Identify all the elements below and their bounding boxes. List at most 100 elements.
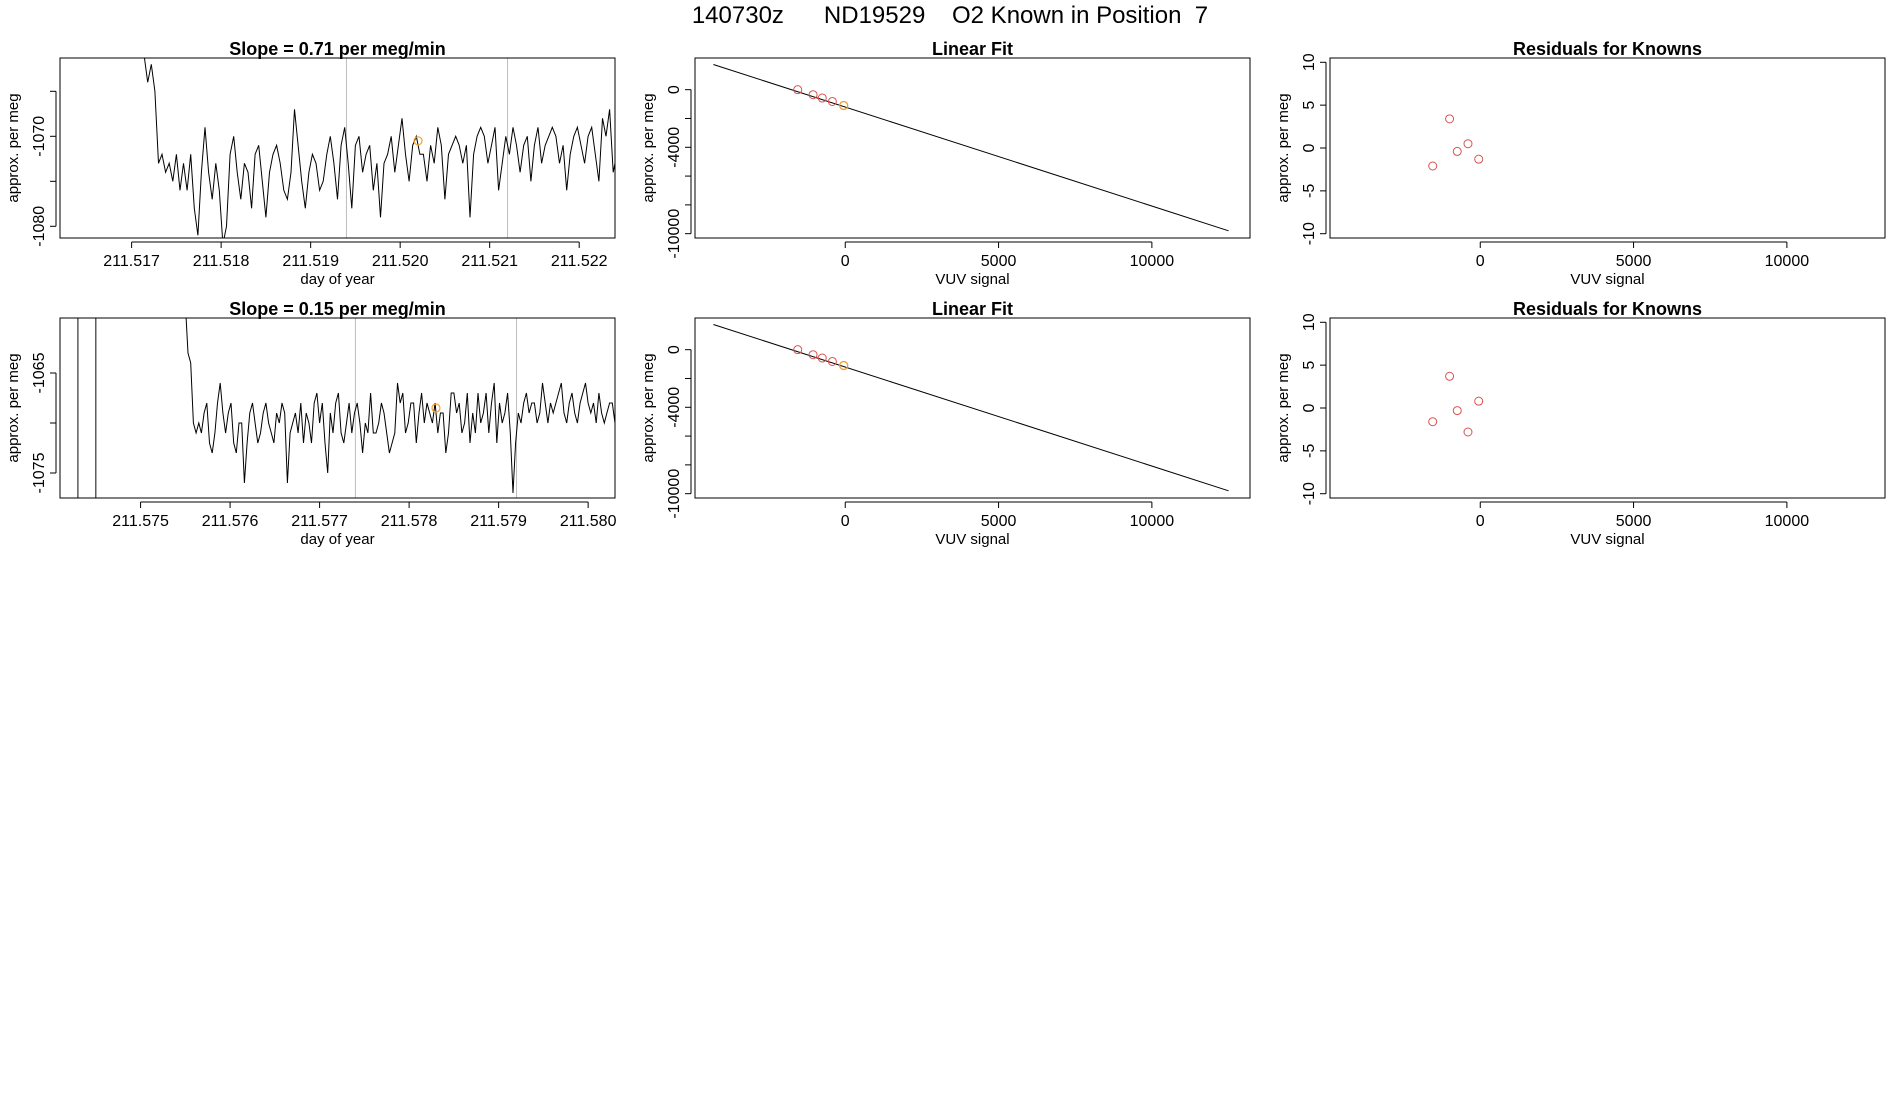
- data-point: [808, 350, 818, 360]
- highlight-point: [839, 360, 849, 371]
- data-point: [1452, 146, 1462, 156]
- x-tick-label: 211.522: [551, 253, 608, 270]
- x-tick-label: 0: [841, 253, 850, 270]
- plot-area: [713, 64, 1229, 232]
- y-tick-label: -1065: [31, 352, 48, 393]
- highlight-point: [839, 100, 849, 111]
- x-tick-label: 211.575: [112, 513, 169, 530]
- y-tick-label: 0: [666, 345, 683, 354]
- y-tick-label: 10: [1301, 313, 1318, 331]
- x-axis-label: day of year: [300, 531, 374, 548]
- x-axis-label: VUV signal: [935, 271, 1009, 288]
- x-tick-label: 211.517: [103, 253, 160, 270]
- y-tick-label: -1070: [31, 116, 48, 157]
- y-tick-label: -10: [1301, 222, 1318, 245]
- x-tick-label: 10000: [1765, 253, 1810, 270]
- y-tick-label: -5: [1301, 184, 1318, 198]
- x-tick-label: 211.580: [560, 513, 617, 530]
- fit-line: [713, 64, 1229, 232]
- highlight-point: [431, 403, 441, 413]
- y-axis-label: approx. per meg: [1275, 93, 1292, 202]
- data-point: [1463, 427, 1473, 437]
- series-line: [143, 58, 615, 238]
- data-point: [1474, 396, 1484, 406]
- data-point: [827, 356, 837, 366]
- data-point: [827, 96, 837, 106]
- x-tick-label: 5000: [1616, 253, 1652, 270]
- x-tick-label: 211.579: [470, 513, 527, 530]
- plot-frame: [1329, 57, 1886, 239]
- x-axis-label: VUV signal: [935, 531, 1009, 548]
- series-line: [185, 318, 615, 494]
- chart-title: Residuals for Knowns: [1513, 39, 1702, 59]
- chart-title: Slope = 0.71 per meg/min: [229, 39, 446, 59]
- y-axis-label: approx. per meg: [640, 353, 657, 462]
- plot-frame: [59, 317, 616, 499]
- linear-fit-plot-top: Linear Fit 0 5000 10000 VUV signal 0 -4000 -100…: [640, 39, 1251, 288]
- slope-plot-top: Slope = 0.71 per meg/min 211.517 211.518 21…: [5, 39, 616, 288]
- linear-fit-plot-bottom: Linear Fit 0 5000 10000 VUV signal 0 -4000 -100…: [640, 299, 1251, 548]
- data-point: [1428, 417, 1438, 427]
- y-tick-label: 10: [1301, 53, 1318, 71]
- data-point: [817, 93, 827, 103]
- plot-area: [143, 58, 615, 238]
- y-tick-label: -5: [1301, 444, 1318, 458]
- residuals-plot-top: Residuals for Knowns 0 5000 10000 VUV signal…: [1275, 39, 1886, 288]
- x-tick-label: 0: [841, 513, 850, 530]
- data-point: [1474, 154, 1484, 164]
- y-tick-label: -10000: [666, 469, 683, 519]
- chart-title: Slope = 0.15 per meg/min: [229, 299, 446, 319]
- data-point: [1452, 406, 1462, 416]
- plot-area: [1428, 114, 1484, 171]
- slope-plot-bottom: Slope = 0.15 per meg/min 211.575 211.576 21…: [5, 299, 617, 548]
- plot-frame: [694, 57, 1251, 239]
- plot-area: [185, 318, 615, 494]
- y-axis-label: approx. per meg: [1275, 353, 1292, 462]
- y-tick-label: -4000: [666, 387, 683, 428]
- data-point: [808, 90, 818, 100]
- data-point: [1428, 161, 1438, 171]
- data-point: [793, 345, 803, 355]
- x-axis-label: day of year: [300, 271, 374, 288]
- x-tick-label: 10000: [1130, 253, 1175, 270]
- fit-line: [713, 324, 1229, 492]
- plot-frame: [694, 317, 1251, 499]
- x-axis-label: VUV signal: [1570, 271, 1644, 288]
- y-tick-label: -4000: [666, 127, 683, 168]
- data-point: [1445, 371, 1455, 381]
- x-tick-label: 0: [1476, 513, 1485, 530]
- data-point: [1445, 114, 1455, 124]
- x-tick-label: 10000: [1130, 513, 1175, 530]
- x-tick-label: 211.578: [381, 513, 438, 530]
- y-tick-label: -10000: [666, 209, 683, 259]
- x-tick-label: 5000: [1616, 513, 1652, 530]
- x-tick-label: 5000: [981, 513, 1017, 530]
- y-tick-label: -1075: [31, 452, 48, 493]
- x-tick-label: 211.519: [282, 253, 339, 270]
- y-tick-label: -10: [1301, 482, 1318, 505]
- plot-frame: [1329, 317, 1886, 499]
- plot-area: [713, 324, 1229, 492]
- x-tick-label: 10000: [1765, 513, 1810, 530]
- y-tick-label: 0: [1301, 403, 1318, 412]
- data-point: [817, 353, 827, 363]
- x-tick-label: 211.521: [461, 253, 518, 270]
- y-tick-label: 5: [1301, 361, 1318, 370]
- x-tick-label: 211.520: [372, 253, 429, 270]
- residuals-plot-bottom: Residuals for Knowns 0 5000 10000 VUV signal…: [1275, 299, 1886, 548]
- data-point: [793, 85, 803, 95]
- y-axis-label: approx. per meg: [5, 353, 22, 462]
- plot-frame: [59, 57, 616, 239]
- y-tick-label: -1080: [31, 206, 48, 247]
- x-axis-label: VUV signal: [1570, 531, 1644, 548]
- y-tick-label: 5: [1301, 101, 1318, 110]
- x-tick-label: 5000: [981, 253, 1017, 270]
- x-tick-label: 211.577: [291, 513, 348, 530]
- x-tick-label: 0: [1476, 253, 1485, 270]
- y-tick-label: 0: [666, 85, 683, 94]
- chart-title: Linear Fit: [932, 39, 1013, 59]
- data-point: [1463, 139, 1473, 149]
- page-title: 140730z ND19529 O2 Known in Position 7: [691, 2, 1209, 29]
- highlight-point: [413, 136, 423, 146]
- chart-title: Residuals for Knowns: [1513, 299, 1702, 319]
